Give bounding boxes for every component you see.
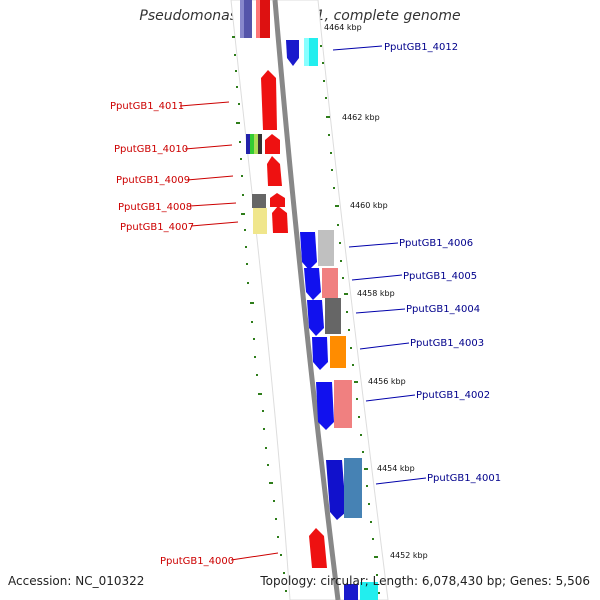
genome-backbone — [272, 0, 341, 600]
gene-arrow — [309, 528, 327, 568]
gene-arrow — [304, 268, 321, 300]
gene-block — [330, 336, 346, 368]
gene-arrows-left — [246, 70, 327, 568]
gene-label: PputGB1_4006 — [399, 238, 473, 249]
gene-arrow — [261, 70, 277, 130]
top-partial-genes — [240, 0, 270, 38]
gene-block — [322, 268, 338, 298]
gene-arrow — [307, 300, 324, 336]
scale-label: 4458 kbp — [357, 289, 395, 298]
accession-text: Accession: NC_010322 — [8, 574, 145, 588]
gene-arrow — [265, 134, 280, 154]
gene-arrow — [272, 206, 288, 233]
gene-arrow — [316, 382, 334, 430]
gene-label: PputGB1_4010 — [114, 144, 188, 155]
leader-lines — [179, 45, 427, 561]
gene-label: PputGB1_4003 — [410, 338, 484, 349]
right-ticks — [320, 45, 380, 594]
gene-label: PputGB1_4001 — [427, 473, 501, 484]
gene-block — [344, 458, 362, 518]
gene-arrows-right — [286, 38, 378, 600]
gene-label: PputGB1_4008 — [118, 202, 192, 213]
gene-block — [334, 380, 352, 428]
scale-label: 4460 kbp — [350, 201, 388, 210]
gene-arrow — [312, 337, 328, 370]
scale-label: 4454 kbp — [377, 464, 415, 473]
gene-label: PputGB1_4004 — [406, 304, 480, 315]
gene-arrow — [326, 460, 346, 520]
gene-label: PputGB1_4012 — [384, 42, 458, 53]
scale-label: 4452 kbp — [390, 551, 428, 560]
gene-arrow — [267, 156, 282, 186]
gene-label: PputGB1_4002 — [416, 390, 490, 401]
gene-label: PputGB1_4011 — [110, 101, 184, 112]
gene-label: PputGB1_4005 — [403, 271, 477, 282]
left-ticks — [232, 36, 287, 592]
gene-label: PputGB1_4007 — [120, 222, 194, 233]
gene-block — [325, 298, 341, 334]
gene-block — [318, 230, 334, 266]
gene-label: PputGB1_4000 — [160, 556, 234, 567]
gene-labels: PputGB1_4012 PputGB1_4011 PputGB1_4010 P… — [110, 42, 501, 567]
scale-label: 4464 kbp — [324, 23, 362, 32]
scale-labels: 4464 kbp 4462 kbp 4460 kbp 4458 kbp 4456… — [324, 23, 428, 560]
scale-label: 4456 kbp — [368, 377, 406, 386]
gene-arrow — [286, 40, 299, 66]
scale-label: 4462 kbp — [342, 113, 380, 122]
gene-arrow — [270, 193, 285, 207]
gene-label: PputGB1_4009 — [116, 175, 190, 186]
genome-summary: Topology: circular; Length: 6,078,430 bp… — [260, 574, 590, 588]
gene-arrow — [300, 232, 317, 270]
